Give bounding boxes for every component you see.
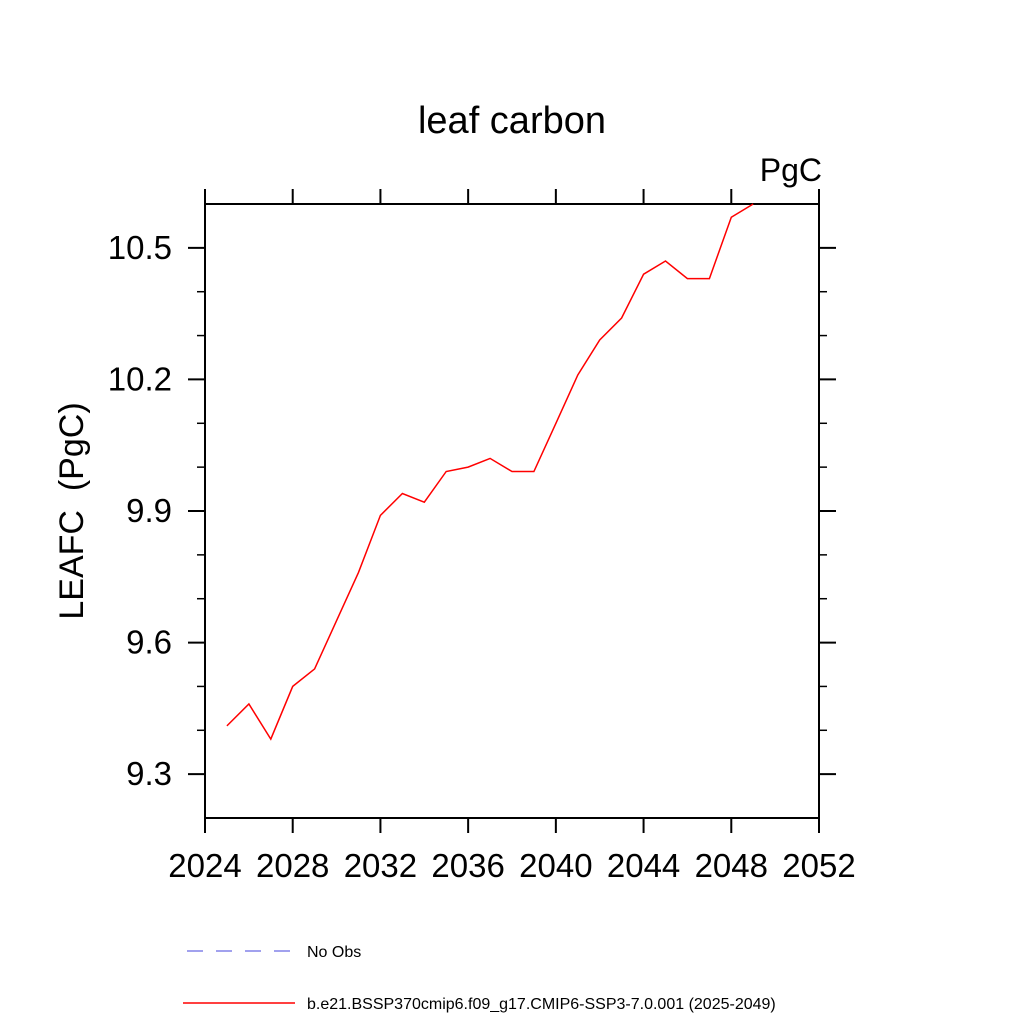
data-series <box>226 203 754 741</box>
x-tick-label: 2036 <box>431 847 504 884</box>
chart-title: leaf carbon <box>418 100 606 142</box>
x-tick-labels: 2024 2028 2032 2036 2040 2044 2048 2052 <box>168 847 855 884</box>
x-tick-label: 2052 <box>782 847 855 884</box>
legend-noobs-label: No Obs <box>307 944 361 961</box>
y-tick-label: 9.9 <box>126 492 172 529</box>
x-tick-label: 2032 <box>344 847 417 884</box>
y-tick-label: 10.5 <box>108 229 172 266</box>
legend: No Obs b.e21.BSSP370cmip6.f09_g17.CMIP6-… <box>183 944 776 1013</box>
y-tick-labels: 9.3 9.6 9.9 10.2 10.5 <box>108 229 172 792</box>
x-ticks <box>204 189 820 833</box>
x-tick-label: 2024 <box>168 847 241 884</box>
y-tick-label: 9.6 <box>126 624 172 661</box>
y-ticks <box>188 246 836 776</box>
x-tick-label: 2044 <box>607 847 680 884</box>
x-tick-label: 2028 <box>256 847 329 884</box>
x-tick-label: 2048 <box>695 847 768 884</box>
unit-label: PgC <box>760 152 822 188</box>
y-tick-label: 10.2 <box>108 360 172 397</box>
series-line <box>226 203 754 741</box>
y-axis-label: LEAFC (PgC) <box>53 402 91 619</box>
legend-series-label: b.e21.BSSP370cmip6.f09_g17.CMIP6-SSP3-7.… <box>307 996 776 1013</box>
x-tick-label: 2040 <box>519 847 592 884</box>
plot-frame <box>204 203 820 819</box>
y-tick-label: 9.3 <box>126 755 172 792</box>
